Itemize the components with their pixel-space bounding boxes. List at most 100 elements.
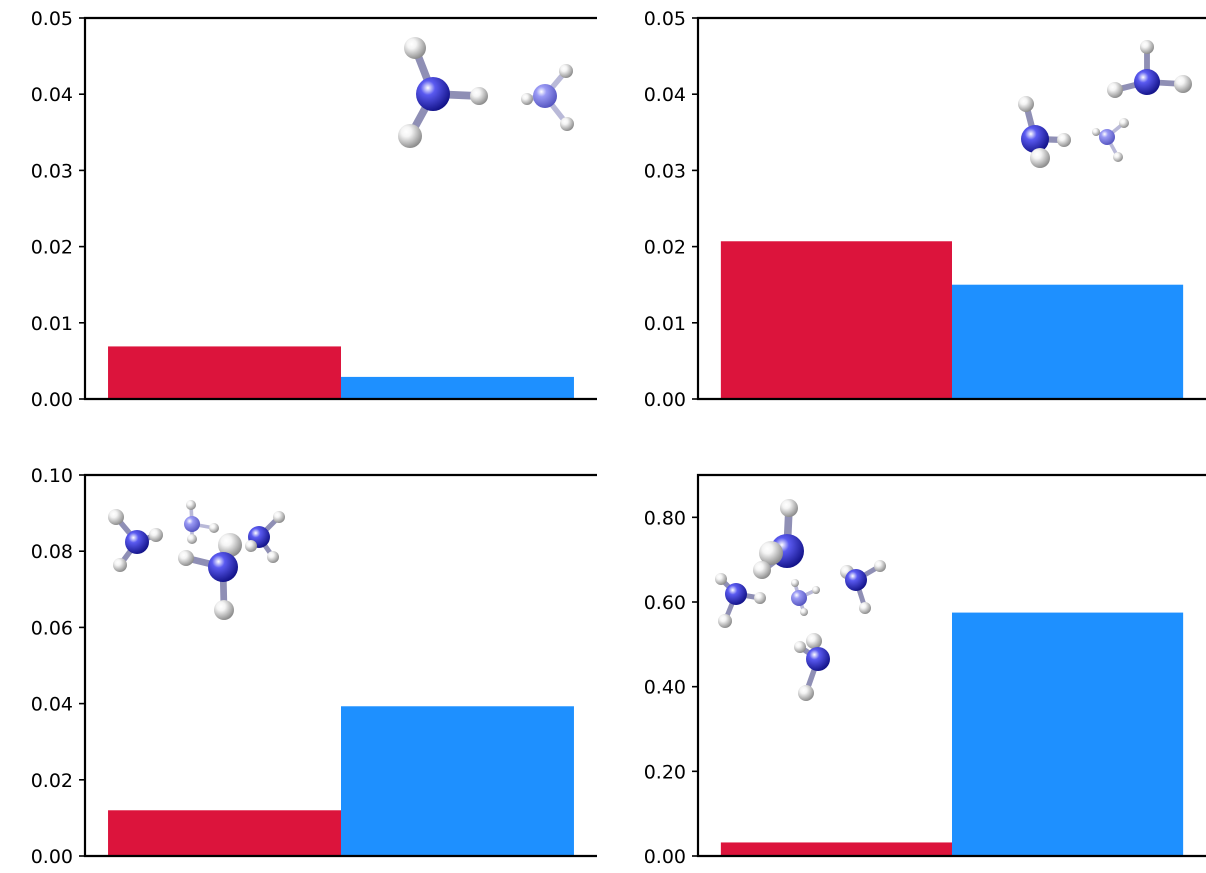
y-tick-label: 0.01 <box>31 313 73 335</box>
hydrogen-atom <box>806 633 822 649</box>
ammonia-molecule <box>398 37 488 148</box>
y-tick-label: 0.80 <box>644 507 686 529</box>
hydrogen-atom <box>1030 148 1050 168</box>
nitrogen-atom <box>208 552 238 582</box>
nitrogen-atom <box>533 84 557 108</box>
hydrogen-atom <box>1113 152 1123 162</box>
y-tick-label: 0.04 <box>31 84 73 106</box>
hydrogen-atom <box>791 579 799 587</box>
hydrogen-atom <box>214 600 234 620</box>
ammonia-molecule <box>184 500 219 544</box>
molecule-illustration <box>398 37 574 148</box>
chart-panel-bottom-left: 0.00 0.02 0.04 0.06 0.08 0.10 <box>31 465 597 868</box>
hydrogen-atom <box>1018 96 1034 112</box>
hydrogen-atom <box>874 560 886 572</box>
hydrogen-atom <box>1140 40 1154 54</box>
molecule-illustration <box>1018 40 1192 168</box>
hydrogen-atom <box>754 592 766 604</box>
y-tick-label: 0.00 <box>31 846 73 868</box>
nitrogen-atom <box>845 569 867 591</box>
hydrogen-atom <box>798 685 814 701</box>
hydrogen-atom <box>245 540 257 552</box>
molecule-illustration <box>715 499 886 701</box>
hydrogen-atom <box>470 87 488 105</box>
ammonia-molecule <box>245 511 285 563</box>
chart-panel-top-left: 0.00 0.01 0.02 0.03 0.04 0.05 <box>31 8 597 411</box>
hydrogen-atom <box>1107 82 1123 98</box>
hydrogen-atom <box>521 93 533 105</box>
ammonia-molecule <box>521 64 574 131</box>
hydrogen-atom <box>273 511 285 523</box>
hydrogen-atom <box>800 608 808 616</box>
hydrogen-atom <box>113 558 127 572</box>
ammonia-molecule <box>715 573 766 628</box>
axis-frame <box>696 16 1206 401</box>
y-tick-label: 0.20 <box>644 761 686 783</box>
hydrogen-atom <box>780 499 798 517</box>
nitrogen-atom <box>184 516 200 532</box>
ammonia-molecule <box>791 579 820 616</box>
y-tick-label: 0.02 <box>31 770 73 792</box>
y-tick-label: 0.60 <box>644 592 686 614</box>
y-tick-label: 0.04 <box>644 84 686 106</box>
ammonia-molecule <box>840 560 886 614</box>
y-tick-label: 0.03 <box>31 160 73 182</box>
nitrogen-atom <box>725 583 747 605</box>
bar-blue <box>341 376 574 399</box>
nitrogen-atom <box>125 530 149 554</box>
nitrogen-atom <box>806 647 830 671</box>
nitrogen-atom <box>1134 69 1160 95</box>
bar-red <box>108 810 341 856</box>
y-tick-label: 0.00 <box>644 389 686 411</box>
axis-frame <box>696 473 1206 858</box>
hydrogen-atom <box>398 124 422 148</box>
axis-frame <box>83 473 597 858</box>
chart-panel-top-right: 0.00 0.01 0.02 0.03 0.04 0.05 <box>644 8 1206 411</box>
hydrogen-atom <box>187 534 197 544</box>
hydrogen-atom <box>209 523 219 533</box>
bar-red <box>720 842 952 856</box>
hydrogen-atom <box>718 614 732 628</box>
ammonia-molecule <box>1018 96 1071 168</box>
hydrogen-atom <box>1092 128 1100 136</box>
hydrogen-atom <box>812 586 820 594</box>
axis-frame <box>83 16 597 401</box>
y-tick-label: 0.04 <box>31 694 73 716</box>
hydrogen-atom <box>218 533 242 557</box>
hydrogen-atom <box>753 561 771 579</box>
chart-panel-bottom-right: 0.00 0.20 0.40 0.60 0.80 <box>644 473 1206 868</box>
hydrogen-atom <box>794 641 806 653</box>
hydrogen-atom <box>560 117 574 131</box>
ammonia-molecule <box>108 509 163 572</box>
y-tick-label: 0.00 <box>31 389 73 411</box>
ammonia-molecule <box>1092 118 1129 162</box>
bar-red <box>108 346 341 399</box>
hydrogen-atom <box>1057 133 1071 147</box>
ammonia-molecule <box>753 499 804 579</box>
bar-blue <box>952 284 1184 399</box>
hydrogen-atom <box>404 37 426 59</box>
ammonia-molecule <box>1107 40 1192 98</box>
hydrogen-atom <box>108 509 124 525</box>
hydrogen-atom <box>149 528 163 542</box>
ammonia-molecule <box>178 533 242 620</box>
bar-blue <box>341 706 574 856</box>
bar-red <box>720 241 952 399</box>
y-tick-label: 0.03 <box>644 160 686 182</box>
y-tick-label: 0.02 <box>31 237 73 259</box>
y-tick-label: 0.40 <box>644 677 686 699</box>
y-tick-label: 0.08 <box>31 541 73 563</box>
nitrogen-atom <box>1021 125 1049 153</box>
hydrogen-atom <box>186 500 196 510</box>
nitrogen-atom <box>416 77 450 111</box>
hydrogen-atom <box>715 573 727 585</box>
hydrogen-atom <box>267 551 279 563</box>
hydrogen-atom <box>859 602 871 614</box>
hydrogen-atom <box>1119 118 1129 128</box>
y-tick-label: 0.05 <box>31 8 73 30</box>
y-tick-label: 0.06 <box>31 617 73 639</box>
hydrogen-atom <box>178 550 194 566</box>
ammonia-molecule <box>794 633 830 701</box>
y-tick-label: 0.05 <box>644 8 686 30</box>
